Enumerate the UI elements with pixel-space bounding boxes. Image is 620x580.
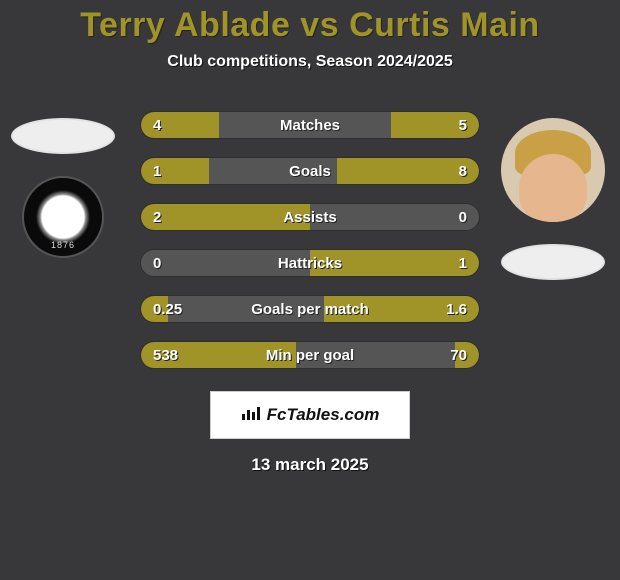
source-badge: FcTables.com — [210, 391, 410, 439]
stat-value-left: 2 — [153, 204, 161, 230]
stat-row: 1 Goals 8 — [140, 157, 480, 185]
stat-value-left: 538 — [153, 342, 178, 368]
player-right-column — [498, 118, 608, 280]
stat-value-right: 1.6 — [446, 296, 467, 322]
stat-value-right: 8 — [459, 158, 467, 184]
stat-fill-left — [141, 158, 209, 184]
chart-icon — [241, 405, 261, 426]
player-left-column: ✿ 1876 — [8, 118, 118, 258]
stat-label: Assists — [283, 204, 336, 230]
page-title: Terry Ablade vs Curtis Main — [0, 6, 620, 45]
subtitle: Club competitions, Season 2024/2025 — [0, 53, 620, 71]
stat-value-left: 0.25 — [153, 296, 182, 322]
stat-value-left: 0 — [153, 250, 161, 276]
stat-label: Goals per match — [251, 296, 369, 322]
comparison-card: Terry Ablade vs Curtis Main Club competi… — [0, 0, 620, 580]
player-left-photo-placeholder — [11, 118, 115, 154]
stat-row: 0 Hattricks 1 — [140, 249, 480, 277]
stat-value-right: 70 — [450, 342, 467, 368]
stat-label: Min per goal — [266, 342, 354, 368]
stats-table: 4 Matches 5 1 Goals 8 2 Assists 0 0 Hatt… — [140, 111, 480, 369]
stat-value-left: 4 — [153, 112, 161, 138]
thistle-icon: ✿ — [55, 205, 72, 230]
stat-value-right: 5 — [459, 112, 467, 138]
date: 13 march 2025 — [0, 455, 620, 475]
stat-label: Hattricks — [278, 250, 342, 276]
club-year: 1876 — [51, 240, 75, 250]
stat-row: 538 Min per goal 70 — [140, 341, 480, 369]
stat-row: 2 Assists 0 — [140, 203, 480, 231]
stat-label: Matches — [280, 112, 340, 138]
stat-label: Goals — [289, 158, 331, 184]
player-right-photo — [501, 118, 605, 222]
stat-value-left: 1 — [153, 158, 161, 184]
stat-value-right: 1 — [459, 250, 467, 276]
stat-value-right: 0 — [459, 204, 467, 230]
source-badge-text: FcTables.com — [267, 405, 380, 425]
player-right-club-placeholder — [501, 244, 605, 280]
stat-row: 0.25 Goals per match 1.6 — [140, 295, 480, 323]
stat-row: 4 Matches 5 — [140, 111, 480, 139]
player-left-club-badge: ✿ 1876 — [22, 176, 104, 258]
